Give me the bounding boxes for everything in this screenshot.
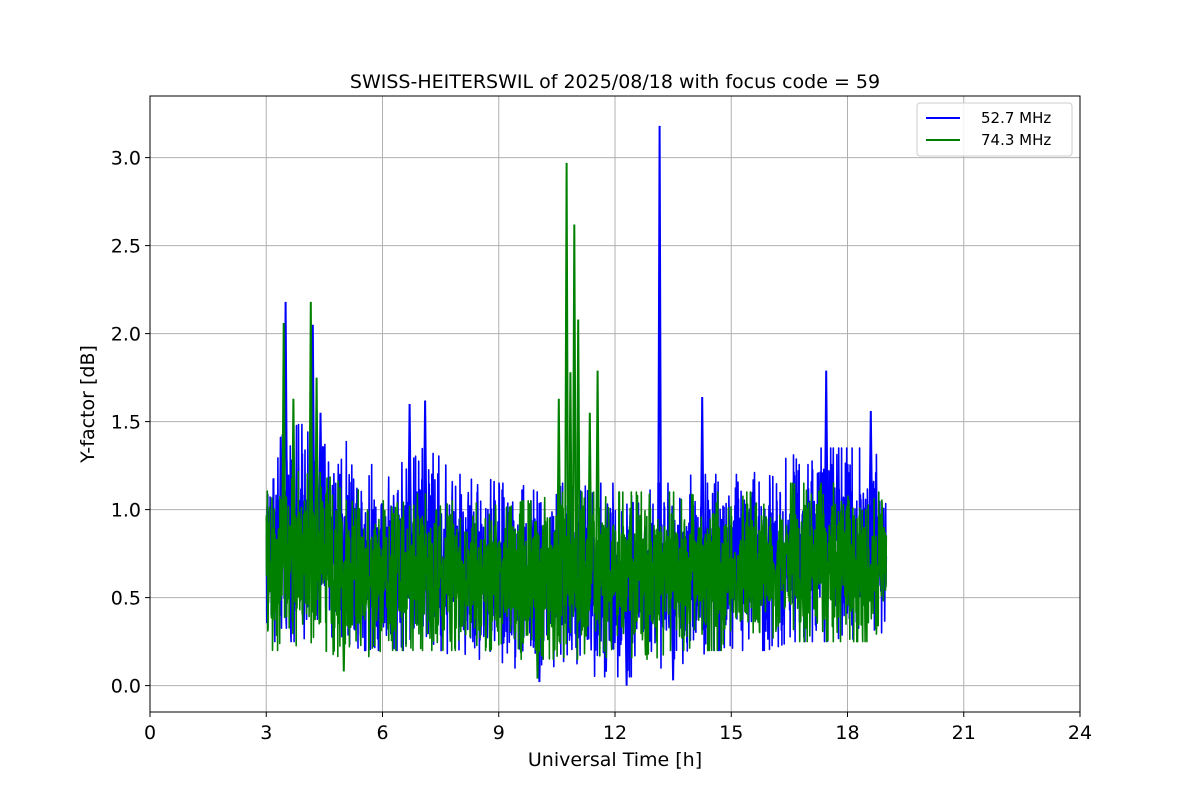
- y-tick-label: 0.0: [111, 676, 141, 698]
- series-spike-0: [624, 579, 630, 686]
- series-spike-1: [571, 224, 577, 576]
- x-tick-label: 21: [952, 722, 976, 744]
- series-spike-0: [868, 410, 874, 542]
- legend-label-74-3: 74.3 MHz: [981, 131, 1051, 149]
- y-tick-label: 3.0: [111, 148, 141, 170]
- y-axis-label: Y-factor [dB]: [77, 345, 99, 464]
- x-tick-label: 6: [376, 722, 388, 744]
- y-tick-label: 1.5: [111, 412, 141, 434]
- series-spike-0: [823, 370, 829, 545]
- series-spike-1: [587, 412, 593, 576]
- series-spike-0: [699, 396, 705, 565]
- legend: 52.7 MHz 74.3 MHz: [916, 102, 1073, 157]
- y-tick-label: 2.0: [111, 324, 141, 346]
- ticks: 0 3 6 9 12 15 18 21 24 0.0 0.5 1.0 1.5 2.0 2.5 3.0: [111, 148, 1092, 744]
- legend-label-52-7: 52.7 MHz: [981, 109, 1051, 127]
- series-spike-1: [281, 322, 287, 564]
- x-tick-label: 18: [835, 722, 859, 744]
- x-tick-label: 3: [260, 722, 272, 744]
- x-axis-label: Universal Time [h]: [528, 749, 702, 771]
- series-spike-1: [575, 319, 581, 576]
- series-spike-1: [308, 301, 314, 557]
- series-spike-1: [564, 162, 570, 576]
- series-spike-1: [314, 377, 320, 559]
- series-spike-0: [657, 125, 663, 576]
- y-tick-label: 0.5: [111, 588, 141, 610]
- x-tick-label: 0: [144, 722, 156, 744]
- legend-box: [916, 102, 1073, 157]
- series-line-0: [265, 423, 888, 678]
- y-tick-label: 1.0: [111, 500, 141, 522]
- chart-title: SWISS-HEITERSWIL of 2025/08/18 with focu…: [350, 71, 880, 93]
- x-tick-label: 15: [719, 722, 743, 744]
- y-tick-label: 2.5: [111, 236, 141, 258]
- x-tick-label: 12: [603, 722, 627, 744]
- series-spike-0: [407, 403, 413, 552]
- series-spike-1: [535, 579, 540, 679]
- series-spike-1: [290, 398, 296, 559]
- series-spike-0: [670, 575, 676, 681]
- x-tick-label: 9: [493, 722, 505, 744]
- x-tick-label: 24: [1068, 722, 1092, 744]
- series-spike-1: [595, 370, 601, 576]
- series-layer: [265, 125, 888, 686]
- series-spike-1: [567, 372, 573, 576]
- series-spike-1: [556, 398, 562, 576]
- series-spike-1: [341, 571, 347, 672]
